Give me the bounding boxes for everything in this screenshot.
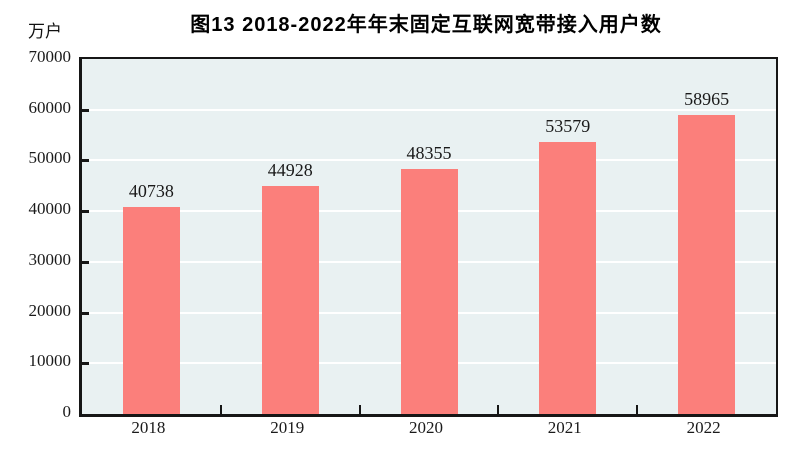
y-axis-tick bbox=[82, 108, 89, 112]
x-axis-tick-labels: 2018 2019 2020 2021 2022 bbox=[79, 418, 773, 444]
y-axis-tick bbox=[82, 159, 89, 163]
bar-value-label: 58965 bbox=[684, 88, 730, 109]
plot-area: 40738 44928 48355 53579 58965 bbox=[79, 57, 778, 417]
y-axis-unit-label: 万户 bbox=[28, 22, 62, 41]
x-axis-tick-label: 2021 bbox=[547, 418, 582, 437]
bar bbox=[400, 168, 458, 414]
bar-value-label: 53579 bbox=[545, 116, 591, 137]
y-axis-tick-label: 50000 bbox=[28, 148, 72, 168]
y-axis-tick bbox=[82, 311, 89, 315]
y-axis-tick-label: 70000 bbox=[28, 47, 72, 66]
y-axis-tick-label: 10000 bbox=[28, 351, 72, 371]
y-axis-tick bbox=[82, 260, 89, 264]
bar-value-label: 48355 bbox=[406, 142, 452, 163]
gridline bbox=[82, 159, 776, 162]
x-axis-tick bbox=[636, 405, 639, 414]
bar bbox=[539, 142, 597, 414]
x-axis-tick-label: 2020 bbox=[409, 418, 443, 437]
y-axis-tick-label: 60000 bbox=[28, 97, 72, 117]
bar bbox=[122, 207, 180, 414]
y-axis-tick-label: 0 bbox=[62, 402, 72, 421]
y-axis-tick-label: 40000 bbox=[28, 199, 72, 219]
x-axis-tick bbox=[219, 405, 222, 414]
y-axis-tick bbox=[82, 362, 89, 366]
y-axis-tick-labels: 0 10000 20000 30000 40000 50000 60000 70000 bbox=[0, 0, 72, 458]
y-axis-tick-label: 20000 bbox=[28, 300, 72, 320]
gridline bbox=[82, 108, 776, 111]
x-axis-tick-label: 2022 bbox=[686, 418, 721, 437]
bar bbox=[678, 114, 736, 414]
x-axis-tick bbox=[358, 405, 361, 414]
y-axis-tick-label: 30000 bbox=[28, 249, 72, 269]
x-axis-tick-label: 2018 bbox=[131, 418, 166, 437]
x-axis-tick-label: 2019 bbox=[270, 418, 305, 437]
y-axis-tick bbox=[82, 210, 89, 214]
bar-value-label: 44928 bbox=[267, 160, 313, 181]
bar-value-label: 40738 bbox=[128, 181, 174, 202]
bar bbox=[261, 186, 319, 414]
chart-title: 图13 2018-2022年年末固定互联网宽带接入用户数 bbox=[190, 14, 662, 36]
x-axis-tick bbox=[497, 405, 500, 414]
